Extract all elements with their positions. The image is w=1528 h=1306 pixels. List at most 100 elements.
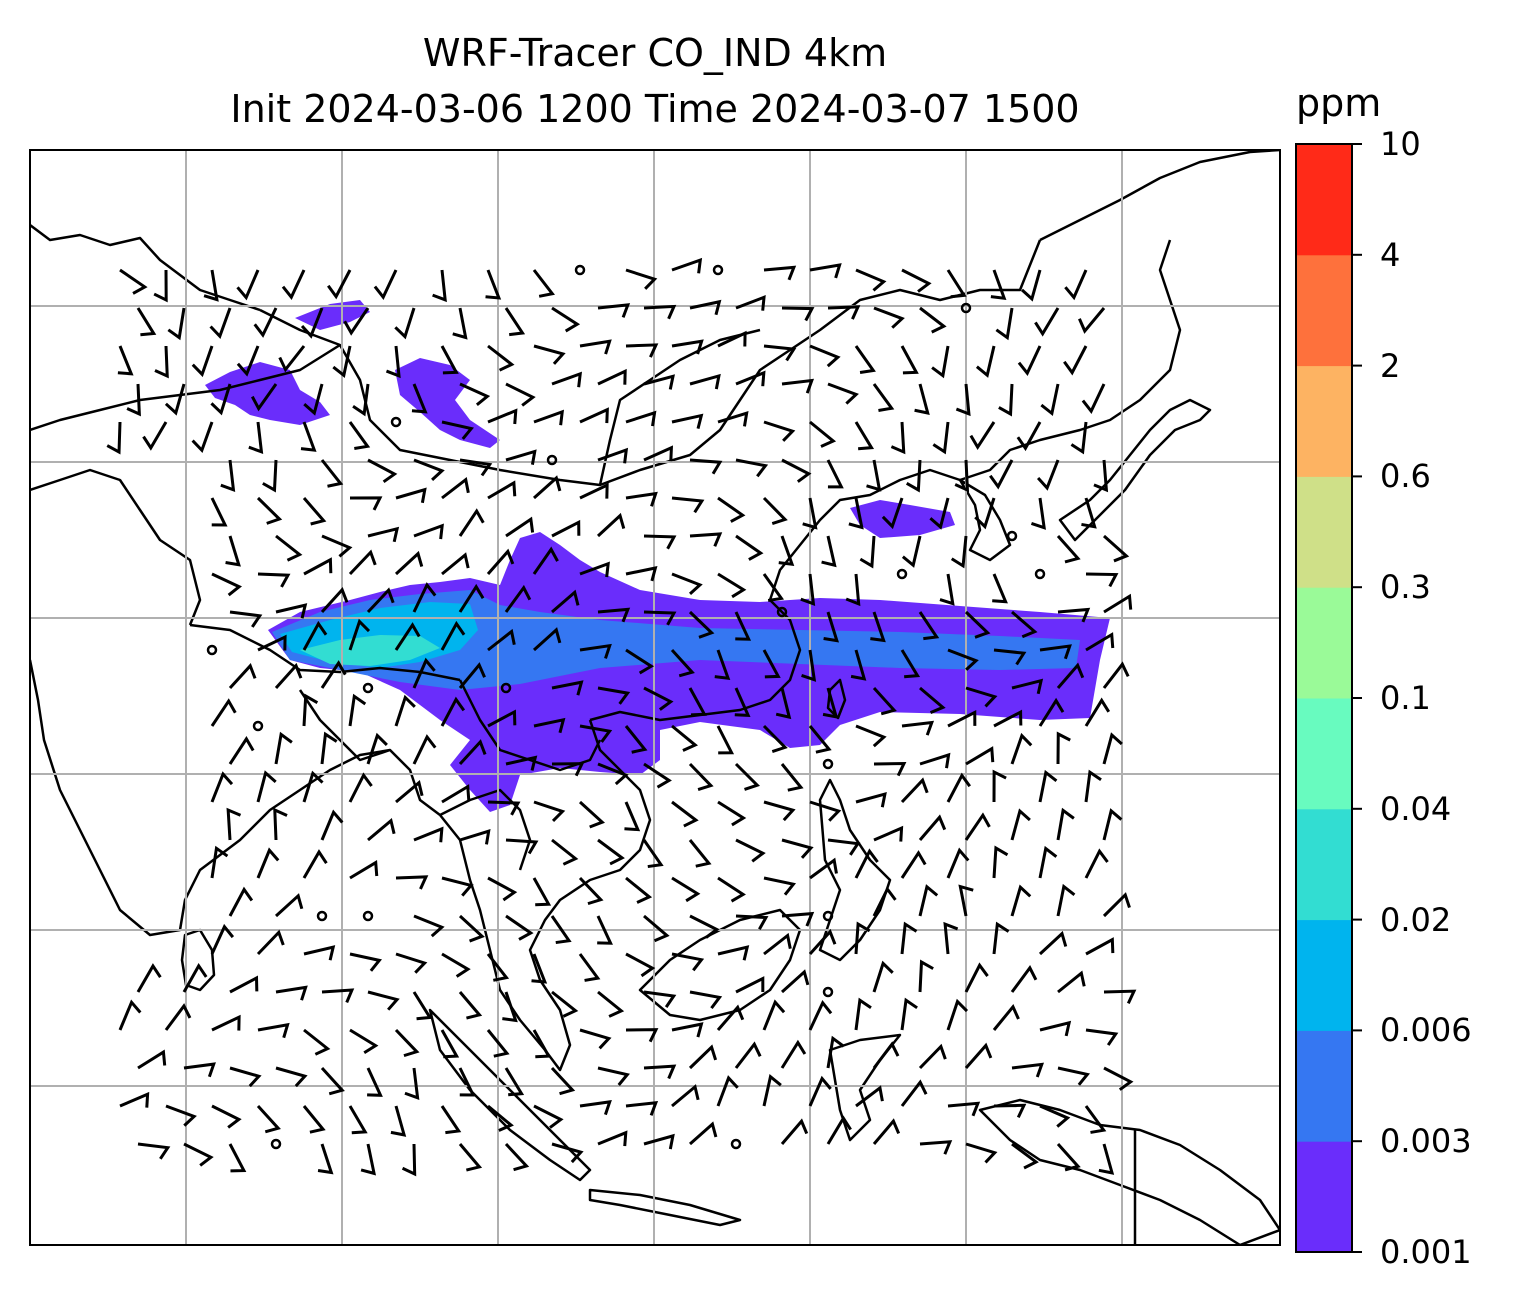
wind-barb [643, 914, 670, 943]
wind-barb [551, 990, 579, 1018]
wind-barb [625, 1101, 659, 1116]
wind-barb [394, 307, 416, 340]
wind-barb [845, 573, 861, 607]
wind-barb [809, 857, 838, 880]
wind-barb [643, 1133, 675, 1150]
colorbar-tick-label: 2 [1380, 346, 1401, 385]
wind-barb [551, 680, 584, 696]
wind-barb-calm [500, 682, 512, 694]
wind-barb [505, 755, 538, 771]
wind-barb [735, 838, 766, 863]
wind-barb [1084, 1105, 1107, 1134]
wind-barb [625, 1028, 659, 1043]
wind-barb [486, 548, 515, 575]
wind-barb [1081, 497, 1097, 529]
wind-barb [1010, 965, 1038, 993]
wind-barb [274, 731, 293, 765]
wind-barb [1038, 697, 1065, 727]
wind-barb [735, 458, 769, 478]
wind-barb [854, 997, 872, 1031]
wind-barb [808, 725, 832, 754]
wind-barb [302, 693, 319, 727]
wind-barb [625, 410, 657, 427]
wind-barb [533, 409, 565, 426]
wind-barb [533, 344, 566, 365]
wind-barb [918, 1043, 947, 1070]
wind-barb [993, 648, 1027, 666]
wind-barb [781, 838, 814, 859]
wind-barb [275, 534, 303, 562]
wind-barb [597, 1066, 630, 1086]
wind-barb [278, 345, 306, 373]
wind-barb [1085, 1028, 1119, 1046]
wind-barb [975, 345, 996, 378]
wind-barb [579, 643, 612, 659]
wind-barb [1016, 421, 1042, 452]
wind-barb [881, 497, 904, 530]
map-frame [29, 149, 1281, 1246]
colorbar-segment [1296, 144, 1352, 256]
wind-barb [809, 800, 842, 822]
wind-barb [918, 959, 934, 993]
wind-barb [901, 535, 922, 568]
wind-barb [965, 746, 995, 766]
wind-barb [505, 838, 539, 855]
wind-barb [551, 838, 579, 866]
map-subtitle: Init 2024-03-06 1200 Time 2024-03-07 150… [230, 87, 1080, 131]
wind-barb [229, 1066, 262, 1088]
wind-barb [946, 269, 967, 299]
wind-barb [801, 649, 817, 682]
wind-barb [390, 1105, 407, 1137]
wind-barb [919, 1140, 953, 1155]
wind-barb [643, 445, 674, 462]
wind-barb [486, 1029, 510, 1058]
wind-barb [781, 911, 815, 927]
wind-barb [780, 1039, 807, 1069]
wind-barb [900, 997, 918, 1031]
wind-barb [643, 762, 672, 789]
wind-barb [716, 1004, 745, 1031]
wind-barb [1064, 269, 1088, 301]
wind-barb [821, 535, 837, 568]
wind-barb [1056, 731, 1071, 765]
wind-barb [532, 627, 562, 652]
wind-barb [1011, 1142, 1039, 1170]
colorbar-tick-label: 0.1 [1380, 679, 1431, 717]
wind-barb [367, 990, 400, 1011]
wind-barb [209, 307, 232, 340]
wind-barb [348, 549, 377, 576]
wind-barb [826, 1035, 845, 1069]
wind-barb [624, 801, 641, 832]
wind-barb [643, 610, 677, 626]
plume-east-blob [850, 500, 955, 538]
colorbar-segment [1296, 919, 1352, 1031]
wind-barb [900, 777, 929, 804]
wind-barb [395, 952, 428, 974]
wind-barb [228, 663, 257, 690]
wind-barb [327, 269, 352, 300]
wind-barb [689, 532, 723, 547]
wind-barb [210, 698, 237, 727]
wind-barb [458, 508, 485, 537]
wind-barb [248, 421, 264, 455]
wind-barb [459, 382, 491, 407]
wind-barb [671, 496, 705, 514]
wind-barb [211, 572, 243, 597]
wind-barb [689, 458, 723, 475]
wind-barb [532, 546, 559, 575]
wind-barb [780, 763, 804, 792]
wind-barb-calm [1034, 568, 1046, 580]
wind-barb [404, 1067, 420, 1101]
wind-barb [579, 339, 612, 355]
wind-barb [809, 344, 841, 368]
wind-barb [735, 914, 769, 930]
wind-barb [348, 618, 371, 651]
wind-barb [504, 307, 526, 337]
wind-barb-calm [206, 644, 218, 656]
wind-barb [504, 584, 532, 613]
wind-barb [872, 886, 897, 917]
wind-barb-calm [822, 758, 834, 770]
wind-barb [226, 807, 242, 841]
wind-barb [827, 382, 859, 405]
wind-barb-calm [316, 910, 328, 922]
